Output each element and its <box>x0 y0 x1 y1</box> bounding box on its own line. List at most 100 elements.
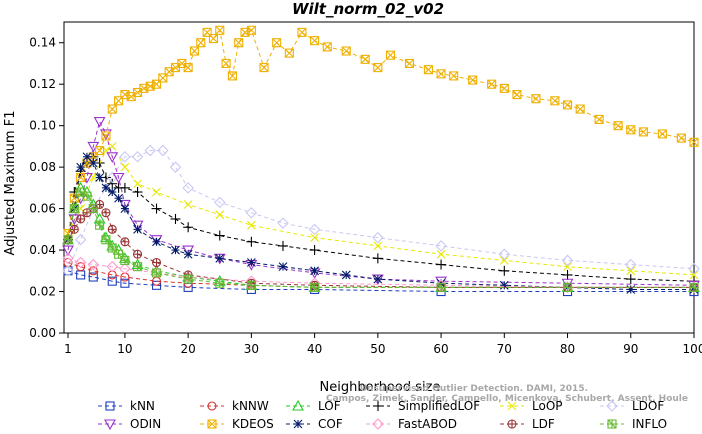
point-ldof <box>213 196 226 209</box>
point-ldf <box>69 224 79 234</box>
point-inflo <box>101 235 111 245</box>
legend-item-loop: LoOP <box>500 399 563 413</box>
watermark-line-1: Unsupervised Outlier Detection. DAMI, 20… <box>360 384 588 394</box>
point-kdeos <box>385 50 396 60</box>
point-cof <box>278 262 288 272</box>
point-cof <box>183 249 193 259</box>
legend-item-fastabod: FastABOD <box>366 417 457 431</box>
point-kdeos <box>404 58 415 69</box>
y-tick-label: 0.00 <box>29 326 56 340</box>
y-tick-label: 0.14 <box>29 36 56 50</box>
series-inflo <box>63 187 699 292</box>
point-loop <box>133 179 142 189</box>
point-cof <box>171 245 180 255</box>
point-cof <box>76 162 86 172</box>
point-kdeos <box>246 25 256 35</box>
point-kdeos <box>297 27 307 37</box>
point-kdeos <box>215 25 225 35</box>
point-odin <box>150 235 163 246</box>
point-kdeos <box>594 114 604 124</box>
point-fastabod <box>62 252 74 265</box>
point-simplifiedlof <box>277 240 288 251</box>
point-kdeos <box>449 71 459 81</box>
point-cof <box>152 237 161 247</box>
legend-item-kdeos: KDEOS <box>200 417 274 431</box>
point-kdeos <box>512 90 522 100</box>
point-ldf <box>101 208 111 218</box>
point-ldf <box>133 249 143 259</box>
point-inflo <box>183 274 193 284</box>
legend-marker-knn <box>105 401 115 411</box>
point-simplifiedlof <box>214 230 225 241</box>
point-kdeos <box>468 75 478 85</box>
point-cof <box>120 204 130 213</box>
point-cof <box>626 285 636 294</box>
point-kdeos <box>499 83 509 93</box>
legend-item-cof: COF <box>286 417 343 431</box>
point-cof <box>88 158 98 168</box>
point-kdeos <box>423 65 433 75</box>
y-axis: 0.00 0.02 0.04 0.06 0.08 0.10 0.12 0.14 <box>29 36 64 340</box>
point-kdeos <box>676 133 686 143</box>
series-line-ldof <box>67 150 695 271</box>
point-inflo <box>114 249 124 259</box>
point-ldf <box>120 237 130 247</box>
series-line-cof <box>67 156 694 290</box>
legend-item-odin: ODIN <box>98 417 161 431</box>
x-tick-label: 1 <box>64 342 72 356</box>
point-simplifiedlof <box>246 236 257 247</box>
x-tick-label: 60 <box>433 342 448 356</box>
point-odin <box>112 172 125 184</box>
series-layer <box>62 25 700 297</box>
point-ldof <box>435 240 447 252</box>
point-odin <box>118 199 131 211</box>
legend-label: LoOP <box>532 399 563 413</box>
point-ldof <box>74 233 87 246</box>
legend-marker-fastabod <box>372 418 384 430</box>
y-tick-label: 0.12 <box>29 77 56 91</box>
legend-label: SimplifiedLOF <box>398 399 480 413</box>
point-ldof <box>372 231 384 244</box>
y-tick-label: 0.04 <box>29 243 56 257</box>
legend-marker-lof <box>292 399 304 411</box>
point-kdeos <box>196 38 206 48</box>
legend-label: LDOF <box>632 399 664 413</box>
point-loop <box>246 220 256 230</box>
point-ldof <box>308 223 321 236</box>
point-ldof <box>144 144 156 157</box>
point-knn <box>151 280 162 290</box>
x-tick-label: 10 <box>117 342 132 356</box>
legend-label: KDEOS <box>232 417 274 431</box>
point-cof <box>310 266 319 276</box>
series-kdeos <box>63 25 699 239</box>
series-line-knn <box>67 270 694 292</box>
point-inflo <box>151 268 162 278</box>
point-inflo <box>120 255 130 265</box>
legend-label: FastABOD <box>398 417 457 431</box>
point-cof <box>215 253 225 263</box>
x-axis: 1 10 20 30 40 50 60 70 80 90 100 <box>64 333 702 356</box>
legend-label: LDF <box>532 417 555 431</box>
point-simplifiedlof <box>625 274 636 285</box>
y-axis-label: Adjusted Maximum F1 <box>3 111 18 256</box>
point-simplifiedlof <box>183 222 194 233</box>
y-tick-label: 0.10 <box>29 119 56 133</box>
series-odin <box>62 116 700 292</box>
point-inflo <box>63 235 73 245</box>
point-cof <box>373 274 383 284</box>
point-odin <box>100 129 112 141</box>
x-tick-label: 80 <box>560 342 575 356</box>
point-kdeos <box>613 121 623 131</box>
point-kdeos <box>436 69 446 79</box>
point-kdeos <box>183 63 193 73</box>
point-simplifiedlof <box>372 253 383 264</box>
point-fastabod <box>74 256 87 269</box>
point-inflo <box>562 282 573 292</box>
point-ldof <box>157 144 169 157</box>
point-inflo <box>215 278 225 288</box>
point-ldof <box>119 150 131 163</box>
point-kdeos <box>95 145 105 156</box>
legend-label: ODIN <box>130 417 161 431</box>
point-kdeos <box>259 63 269 73</box>
point-knn <box>88 272 98 282</box>
